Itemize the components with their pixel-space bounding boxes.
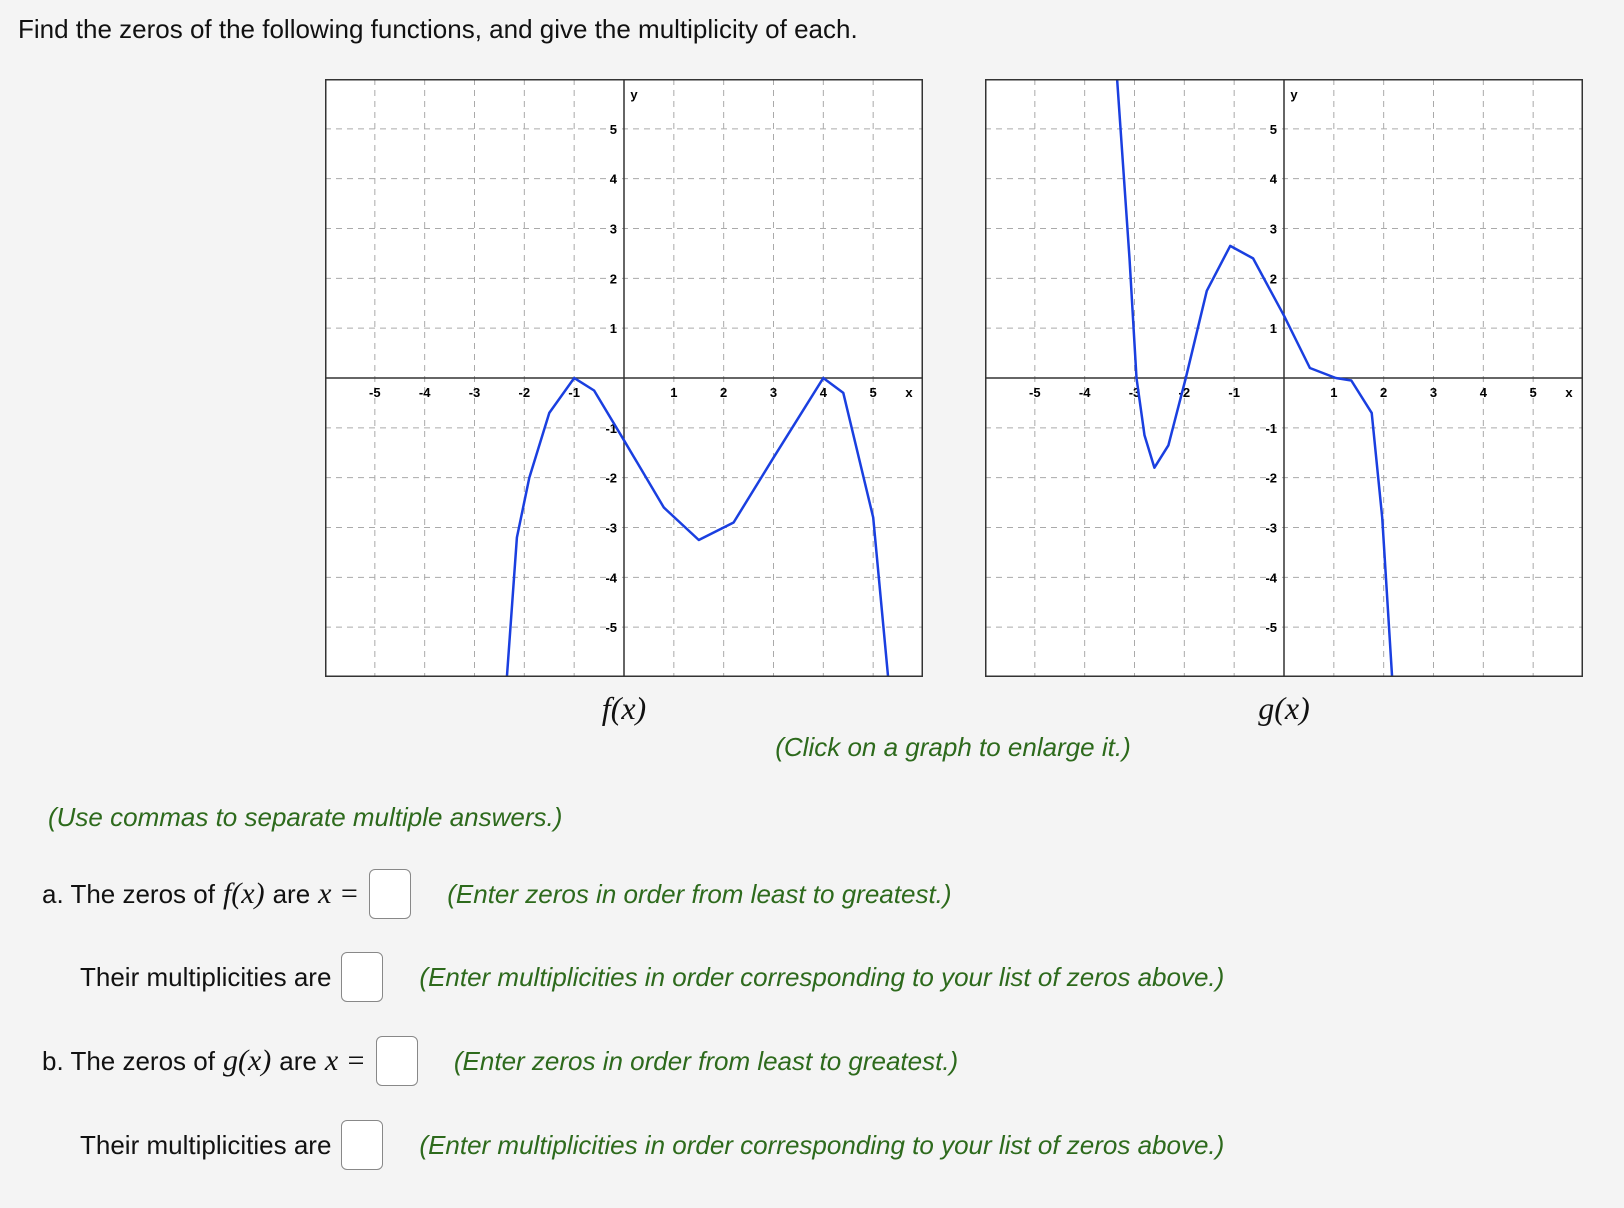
graph[interactable]: -5 -4 -3 -2 -1 1 2 3 4 5 -5 -4 -3 -2 -1 1 2 3 4 5 x y [985,79,1583,677]
question-label: Their multiplicities are [80,961,332,992]
answer-input[interactable] [341,1120,384,1170]
answer-row: b. The zeros of g(x) are x = (Enter zeros in… [42,1033,966,1089]
y-tick-label: 2 [1270,271,1277,286]
y-tick-label: 3 [1270,222,1277,237]
y-tick-label: -1 [605,421,617,436]
answer-row: Their multiplicities are (Enter multiplic… [80,1117,1232,1173]
y-tick-label: -4 [1265,570,1277,585]
x-tick-label: -1 [1228,385,1240,400]
y-tick-label: -3 [605,521,617,536]
y-axis-label: y [1290,87,1298,102]
y-tick-label: -2 [605,471,617,486]
graph[interactable]: -5 -4 -3 -2 -1 1 2 3 4 5 -5 -4 -3 -2 -1 1 2 3 4 5 x y [325,79,923,677]
question-label: Their multiplicities are [80,1129,332,1160]
curve [505,376,890,677]
graph-caption: g(x) [1258,690,1310,726]
function-name: f(x) [222,877,265,910]
hint: (Enter multiplicities in order correspon… [419,961,1225,992]
y-tick-label: 5 [1270,122,1277,137]
plot-border [325,79,923,677]
y-tick-label: -3 [1265,521,1277,536]
x-axis-label: x [905,385,913,400]
x-tick-label: 2 [720,385,727,400]
question-label: a. The zeros of [42,878,215,909]
answer-input[interactable] [341,952,384,1002]
instruction: (Use commas to separate multiple answers… [48,802,563,832]
y-tick-label: 3 [610,222,617,237]
x-tick-label: -3 [469,385,481,400]
graph-caption: f(x) [601,690,647,726]
function-name: g(x) [222,1044,272,1077]
hint: (Enter zeros in order from least to grea… [453,1045,959,1076]
x-tick-label: 1 [670,385,677,400]
x-tick-label: -4 [419,385,431,400]
y-tick-label: 2 [610,271,617,286]
enlarge-note: (Click on a graph to enlarge it.) [775,732,1131,762]
x-tick-label: -4 [1079,385,1091,400]
y-tick-label: -5 [605,620,617,635]
question-label: b. The zeros of [42,1045,215,1076]
curve [1115,79,1394,677]
x-tick-label: 5 [1530,385,1537,400]
y-tick-label: 1 [1270,321,1277,336]
x-tick-label: 1 [1330,385,1337,400]
y-tick-label: 5 [610,122,617,137]
x-tick-label: -3 [1129,385,1141,400]
question-label: are [272,878,311,909]
x-tick-label: -5 [1029,385,1041,400]
x-tick-label: 4 [820,385,828,400]
x-axis-label: x [1565,385,1573,400]
y-axis-label: y [630,87,638,102]
y-tick-label: -4 [605,570,617,585]
x-tick-label: 2 [1380,385,1387,400]
x-tick-label: 5 [870,385,877,400]
x-tick-label: 3 [1430,385,1437,400]
y-tick-label: 4 [1270,172,1278,187]
variable: x = [318,877,360,910]
hint: (Enter zeros in order from least to grea… [447,878,952,909]
y-tick-label: -1 [1265,421,1277,436]
x-tick-label: 4 [1480,385,1488,400]
x-tick-label: -5 [369,385,381,400]
x-tick-label: -2 [519,385,531,400]
answer-input[interactable] [375,1036,418,1086]
answer-input[interactable] [369,869,412,919]
prompt: Find the zeros of the following function… [18,14,858,44]
y-tick-label: -5 [1265,620,1277,635]
answer-row: a. The zeros of f(x) are x = (Enter zeros in… [42,866,960,922]
plot-border [985,79,1583,677]
x-tick-label: -1 [568,385,580,400]
y-tick-label: 1 [610,321,617,336]
x-tick-label: 3 [770,385,777,400]
question-label: are [279,1045,317,1076]
variable: x = [324,1044,366,1077]
y-tick-label: 4 [610,172,618,187]
hint: (Enter multiplicities in order correspon… [419,1129,1225,1160]
y-tick-label: -2 [1265,471,1277,486]
x-tick-label: -2 [1179,385,1191,400]
answer-row: Their multiplicities are (Enter multiplic… [80,949,1232,1005]
